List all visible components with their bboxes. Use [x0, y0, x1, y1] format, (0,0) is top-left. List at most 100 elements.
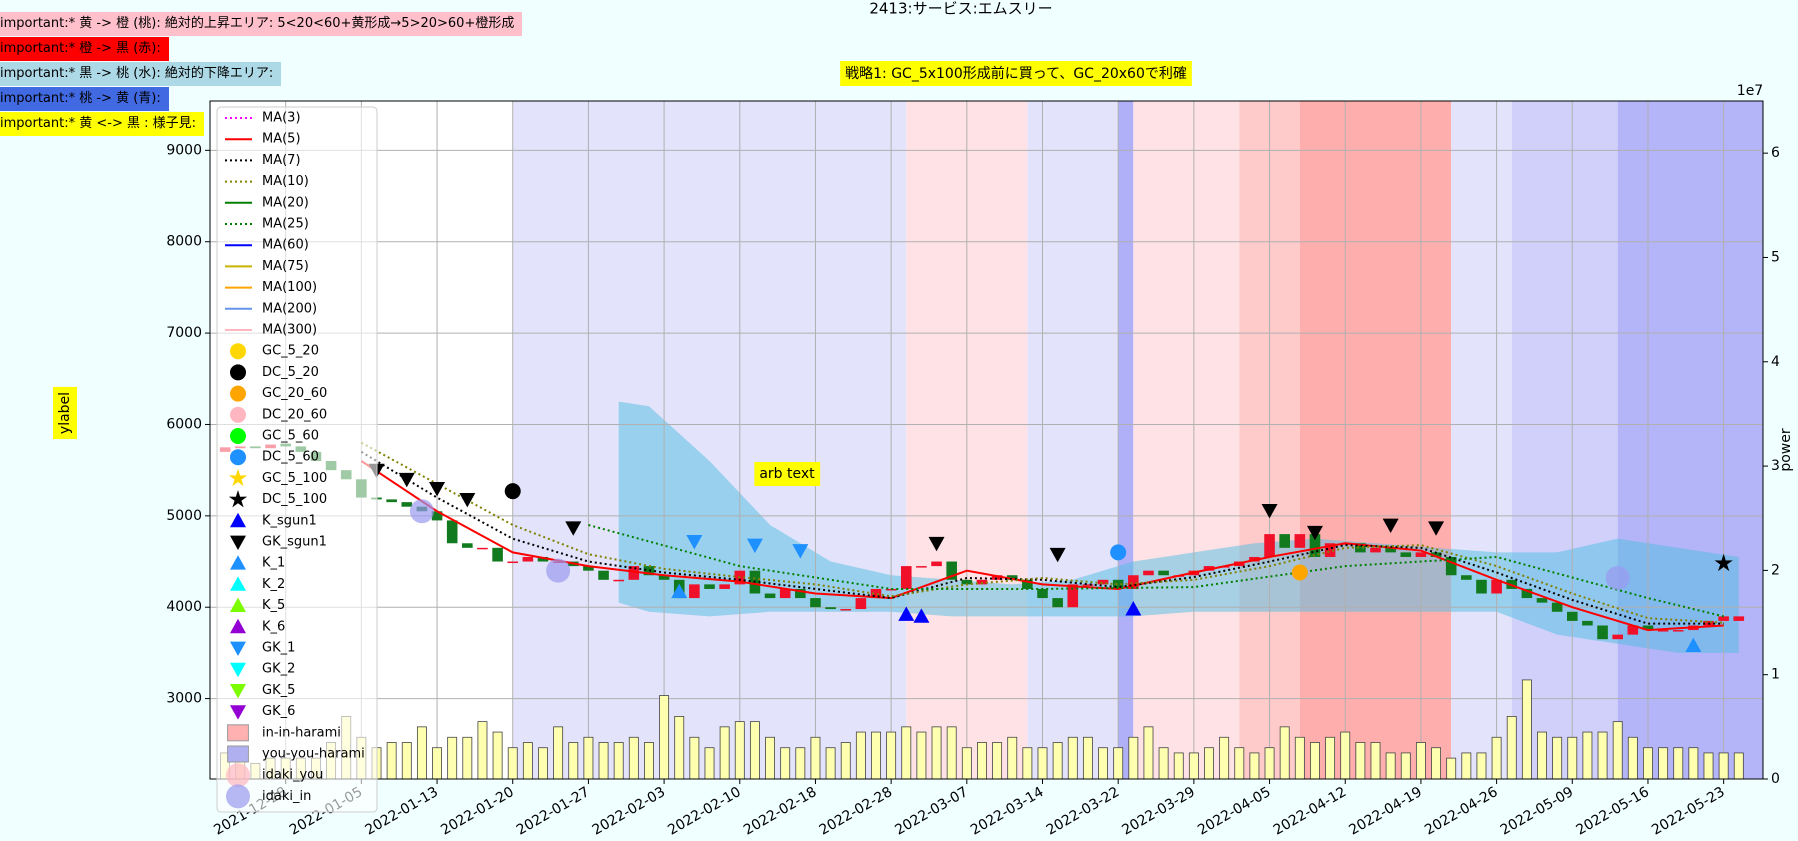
x-tick-label: 2022-01-20: [438, 784, 516, 839]
candle: [477, 547, 488, 550]
candle: [1415, 552, 1427, 557]
candle: [1143, 570, 1154, 576]
candle: [446, 520, 458, 544]
volume-bar: [432, 747, 442, 780]
marker: [230, 618, 246, 634]
candle: [1430, 552, 1442, 557]
candle: [810, 598, 821, 608]
volume-bar: [855, 731, 866, 780]
volume-bar: [386, 742, 397, 780]
candle: [1294, 534, 1306, 548]
y-axis-label: ylabel: [57, 392, 73, 434]
volume-bar: [886, 731, 897, 780]
annotation-group: arb text: [754, 462, 821, 486]
marker: [230, 428, 246, 444]
marker: [227, 745, 249, 763]
candle: [795, 588, 806, 599]
note: important:* 橙 -> 黒 (赤):: [0, 37, 169, 61]
marker: [230, 512, 246, 528]
candle: [1112, 579, 1124, 589]
candle: [1128, 575, 1139, 589]
ma-line: [360, 441, 1724, 624]
candle: [885, 588, 897, 591]
volume-bar: [1249, 752, 1260, 780]
candle: [431, 511, 443, 521]
volume-bar: [1688, 747, 1699, 780]
y2-tick-label: 6: [1771, 145, 1780, 161]
volume-bar: [1082, 736, 1093, 780]
volume-bar: [1143, 726, 1154, 780]
candle: [840, 609, 852, 611]
candle: [1718, 616, 1729, 621]
marker: [226, 763, 250, 788]
volume-bar: [1733, 752, 1744, 780]
marker: [230, 343, 246, 360]
candle: [1279, 534, 1290, 548]
volume-bar: [1703, 752, 1714, 780]
candle: [689, 584, 700, 599]
volume-bar: [946, 726, 957, 780]
volume-bar: [1521, 679, 1532, 780]
marker: [565, 521, 582, 536]
x-tick-label: 2022-01-27: [514, 784, 592, 839]
legend-label: GK_6: [262, 704, 295, 719]
volume-bar: [1279, 726, 1290, 780]
volume-bar: [553, 726, 564, 780]
candle: [386, 499, 397, 503]
candle: [991, 575, 1003, 580]
candle: [628, 566, 640, 580]
legend-label: MA(10): [262, 174, 309, 189]
marker: [228, 468, 248, 487]
marker: [671, 583, 688, 599]
volume-bar: [1294, 736, 1305, 780]
marker: [230, 406, 246, 423]
volume-bar: [825, 747, 836, 780]
candle: [1309, 534, 1321, 557]
volume-bar: [613, 742, 624, 780]
volume-bar: [977, 742, 987, 780]
legend: MA(3) MA(5) MA(7) MA(10) MA(20) MA(25) MA(60) M…: [216, 106, 378, 813]
volume-bar: [1355, 742, 1366, 780]
marker: [429, 482, 446, 497]
volume-bar: [840, 742, 851, 780]
shaded-span: [1133, 101, 1240, 779]
volume-bar: [1491, 736, 1502, 780]
x-tick-label: 2022-03-29: [1119, 784, 1197, 839]
volume-bar: [644, 742, 654, 780]
volume-bar: [568, 742, 579, 780]
candle: [1627, 625, 1639, 635]
marker: [398, 472, 415, 488]
annotation-box: [754, 462, 821, 486]
marker: [792, 544, 809, 559]
plot-frame: [209, 100, 1764, 780]
marker: [230, 449, 246, 466]
candle: [1461, 575, 1472, 580]
candle: [492, 547, 503, 562]
legend-box: [216, 106, 378, 813]
marker: [230, 684, 246, 699]
legend-label: GC_5_20: [262, 344, 319, 359]
legend-label: MA(3): [262, 111, 301, 126]
marker: [459, 492, 476, 508]
volume-bar: [674, 716, 685, 780]
legend-label: MA(20): [262, 195, 309, 210]
legend-label: in-in-harami: [262, 725, 341, 740]
candle: [1006, 575, 1018, 580]
y2-tick-label: 0: [1771, 771, 1780, 787]
legend-label: GC_5_60: [262, 429, 319, 444]
volume-bar: [916, 731, 927, 780]
x-tick-label: 2022-04-12: [1271, 784, 1349, 839]
y2-tick-label: 1: [1771, 667, 1780, 683]
volume-bar: [477, 721, 488, 780]
candle: [1672, 630, 1684, 632]
candle: [1551, 602, 1563, 612]
candle: [1355, 543, 1366, 553]
volume-bar: [492, 731, 503, 780]
legend-label: DC_20_60: [262, 407, 327, 422]
strategy-label: 戦略1: GC_5x100形成前に買って、GC_20x60で利確: [845, 65, 1187, 82]
y-axis-label-group: ylabel: [53, 386, 77, 440]
marker: [1125, 601, 1142, 616]
volume-bar: [1158, 747, 1169, 780]
